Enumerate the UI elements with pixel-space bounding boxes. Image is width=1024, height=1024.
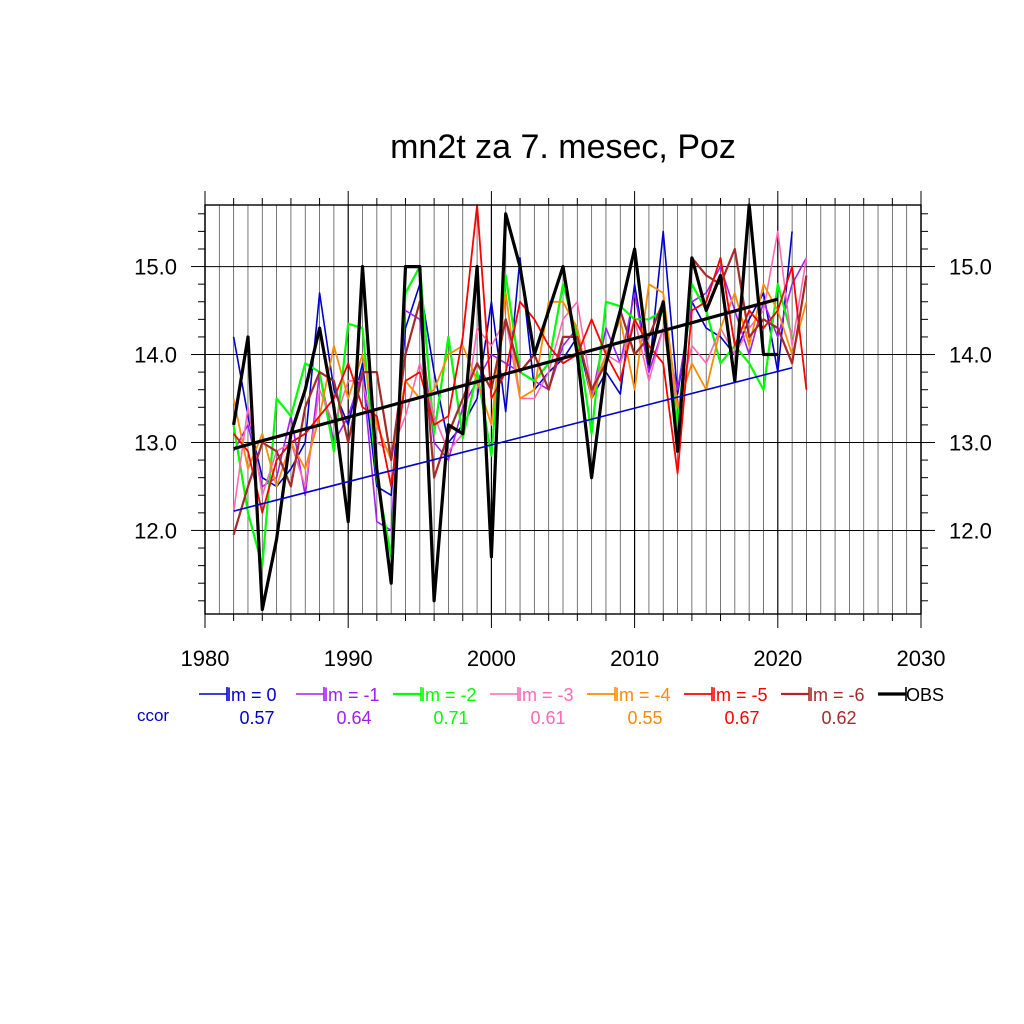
ccor-value-2: 0.71 — [433, 708, 468, 728]
y-tick-label-right: 14.0 — [949, 343, 992, 368]
x-tick-label: 1990 — [324, 646, 373, 671]
series-layer — [232, 203, 808, 612]
legend-label-0: lm = 0 — [227, 685, 277, 705]
series-line-4 — [232, 283, 808, 488]
legend-label-7: OBS — [906, 685, 944, 705]
series-line-5 — [232, 204, 808, 514]
y-tick-label: 12.0 — [134, 518, 177, 543]
y-tick-label: 14.0 — [134, 343, 177, 368]
chart-title: mn2t za 7. mesec, Poz — [390, 128, 736, 166]
y-axis: 12.0 12.0 13.0 13.0 14.0 14.0 15.0 15.0 — [134, 213, 992, 602]
legend-label-4: lm = -4 — [615, 685, 671, 705]
x-tick-label: 2010 — [610, 646, 659, 671]
plot-frame — [204, 204, 922, 615]
y-tick-label-right: 12.0 — [949, 518, 992, 543]
ccor-value-1: 0.64 — [336, 708, 371, 728]
ccor-value-5: 0.67 — [724, 708, 759, 728]
x-tick-label: 2020 — [753, 646, 802, 671]
y-tick-label-right: 15.0 — [949, 255, 992, 280]
legend-label-6: lm = -6 — [809, 685, 865, 705]
x-tick-label: 1980 — [181, 646, 230, 671]
plot-border — [204, 204, 922, 615]
y-tick-label: 15.0 — [134, 255, 177, 280]
ccor-value-6: 0.62 — [821, 708, 856, 728]
y-tick-label-right: 13.0 — [949, 430, 992, 455]
legend-label-1: lm = -1 — [324, 685, 380, 705]
trend-line-0 — [233, 366, 793, 512]
ccor-value-0: 0.57 — [239, 708, 274, 728]
x-tick-label: 2030 — [897, 646, 946, 671]
x-axis: 1980 1990 2000 2010 2020 2030 — [181, 191, 946, 671]
y-tick-label: 13.0 — [134, 430, 177, 455]
legend-label-3: lm = -3 — [518, 685, 574, 705]
ccor-label: ccor — [137, 706, 169, 725]
x-tick-label: 2000 — [467, 646, 516, 671]
legend-label-2: lm = -2 — [421, 685, 477, 705]
series-line-2 — [232, 265, 794, 567]
legend: lm = 0 0.57 lm = -1 0.64 lm = -2 0.71 lm = -3 0… — [199, 685, 944, 728]
ccor-value-4: 0.55 — [627, 708, 662, 728]
legend-label-5: lm = -5 — [712, 685, 768, 705]
trend-line-1 — [233, 297, 779, 451]
trend-layer — [233, 297, 793, 512]
ccor-value-3: 0.61 — [530, 708, 565, 728]
series-line-7 — [232, 203, 778, 612]
